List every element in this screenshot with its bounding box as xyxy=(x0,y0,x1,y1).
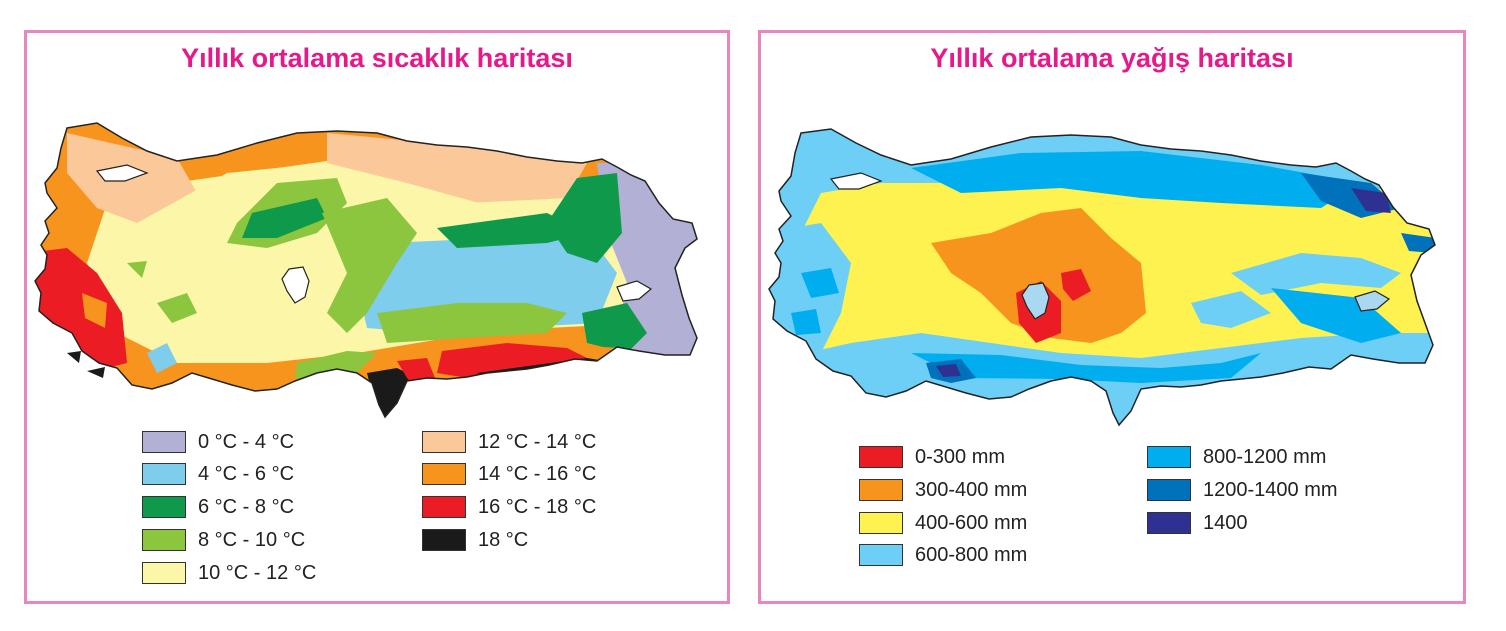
legend-label: 1400 xyxy=(1203,511,1248,534)
marmara-sea xyxy=(95,164,149,182)
legend-item-18: 18 °C xyxy=(422,527,528,553)
legend-label: 800-1200 mm xyxy=(1203,445,1327,468)
precipitation-map-title: Yıllık ortalama yağış haritası xyxy=(930,43,1294,73)
legend-item-300-400: 300-400 mm xyxy=(859,477,1027,503)
legend-swatch xyxy=(859,446,903,468)
legend-label: 600-800 mm xyxy=(915,543,1028,566)
legend-label: 8 °C - 10 °C xyxy=(198,528,306,551)
legend-item-0-4: 0 °C - 4 °C xyxy=(142,429,294,455)
temperature-zones xyxy=(35,123,697,417)
legend-item-12-14: 12 °C - 14 °C xyxy=(422,429,596,455)
van-lake xyxy=(616,280,653,302)
legend-swatch xyxy=(1147,446,1191,468)
legend-swatch xyxy=(859,512,903,534)
legend-swatch xyxy=(142,562,186,584)
salt-lake xyxy=(1021,282,1050,320)
legend-label: 0 °C - 4 °C xyxy=(198,430,295,453)
legend-swatch xyxy=(1147,479,1191,501)
legend-item-8-10: 8 °C - 10 °C xyxy=(142,527,305,553)
temperature-map xyxy=(34,122,698,418)
legend-swatch xyxy=(142,496,186,518)
legend-label: 0-300 mm xyxy=(915,445,1006,468)
legend-label: 16 °C - 18 °C xyxy=(478,495,597,518)
legend-item-1200-1400: 1200-1400 mm xyxy=(1147,477,1338,503)
legend-label: 6 °C - 8 °C xyxy=(198,495,295,518)
legend-label: 4 °C - 6 °C xyxy=(198,462,295,485)
salt-lake xyxy=(281,266,310,304)
legend-swatch xyxy=(422,431,466,453)
legend-swatch xyxy=(859,479,903,501)
legend-label: 300-400 mm xyxy=(915,478,1028,501)
temperature-map-panel: Yıllık ortalama sıcaklık haritası xyxy=(24,30,730,604)
legend-item-800-1200: 800-1200 mm xyxy=(1147,444,1326,470)
legend-item-6-8: 6 °C - 8 °C xyxy=(142,494,294,520)
marmara-sea xyxy=(829,172,883,190)
legend-item-14-16: 14 °C - 16 °C xyxy=(422,461,596,487)
legend-item-16-18: 16 °C - 18 °C xyxy=(422,494,596,520)
precipitation-map xyxy=(768,128,1436,426)
legend-item-10-12: 10 °C - 12 °C xyxy=(142,560,316,586)
legend-item-4-6: 4 °C - 6 °C xyxy=(142,461,294,487)
legend-swatch xyxy=(422,463,466,485)
legend-item-600-800: 600-800 mm xyxy=(859,542,1027,568)
legend-item-0-300: 0-300 mm xyxy=(859,444,1005,470)
legend-swatch xyxy=(1147,512,1191,534)
legend-label: 10 °C - 12 °C xyxy=(198,561,317,584)
legend-label: 18 °C xyxy=(478,528,529,551)
legend-swatch xyxy=(859,544,903,566)
legend-swatch xyxy=(142,463,186,485)
legend-swatch xyxy=(422,529,466,551)
precipitation-map-panel: Yıllık ortalama yağış haritası xyxy=(758,30,1466,604)
legend-swatch xyxy=(142,529,186,551)
legend-item-1400: 1400 xyxy=(1147,510,1248,536)
legend-swatch xyxy=(142,431,186,453)
legend-item-400-600: 400-600 mm xyxy=(859,510,1027,536)
temperature-map-title: Yıllık ortalama sıcaklık haritası xyxy=(181,43,573,73)
van-lake xyxy=(1354,290,1391,312)
legend-swatch xyxy=(422,496,466,518)
legend-label: 14 °C - 16 °C xyxy=(478,462,597,485)
legend-label: 12 °C - 14 °C xyxy=(478,430,597,453)
legend-label: 400-600 mm xyxy=(915,511,1028,534)
legend-label: 1200-1400 mm xyxy=(1203,478,1338,501)
